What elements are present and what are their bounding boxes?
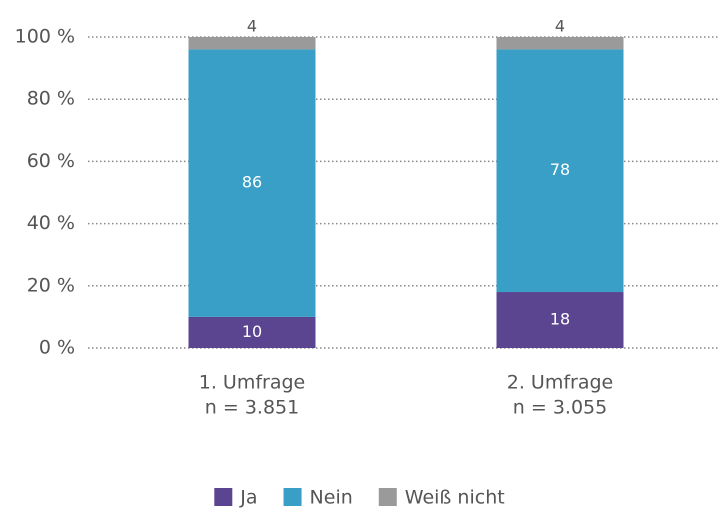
- bar-segment: [188, 49, 316, 317]
- legend-label: Nein: [310, 487, 353, 509]
- y-tick-label: 0 %: [39, 337, 75, 359]
- y-tick-label: 80 %: [27, 88, 75, 110]
- x-tick-label: 1. Umfrage: [199, 372, 305, 394]
- x-tick-sublabel: n = 3.851: [205, 397, 299, 419]
- bar-segment: [188, 37, 316, 50]
- y-tick-label: 60 %: [27, 150, 75, 172]
- x-tick-label: 2. Umfrage: [507, 372, 613, 394]
- data-label: 10: [242, 322, 262, 341]
- legend-swatch: [378, 488, 397, 506]
- x-tick-sublabel: n = 3.055: [513, 397, 607, 419]
- data-label: 4: [247, 17, 257, 36]
- legend-label: Ja: [239, 487, 257, 509]
- bar-segment: [496, 292, 624, 348]
- y-tick-label: 100 %: [15, 26, 75, 48]
- y-tick-label: 40 %: [27, 212, 75, 234]
- legend-label: Weiß nicht: [405, 487, 505, 509]
- bar-segment: [496, 37, 624, 50]
- y-tick-label: 20 %: [27, 274, 75, 296]
- data-label: 18: [550, 310, 570, 329]
- data-label: 78: [550, 160, 570, 179]
- legend-swatch: [283, 488, 302, 506]
- bar-segment: [496, 49, 624, 293]
- data-label: 86: [242, 173, 262, 192]
- data-label: 4: [555, 17, 565, 36]
- legend-swatch: [214, 488, 233, 506]
- bar-segment: [188, 316, 316, 348]
